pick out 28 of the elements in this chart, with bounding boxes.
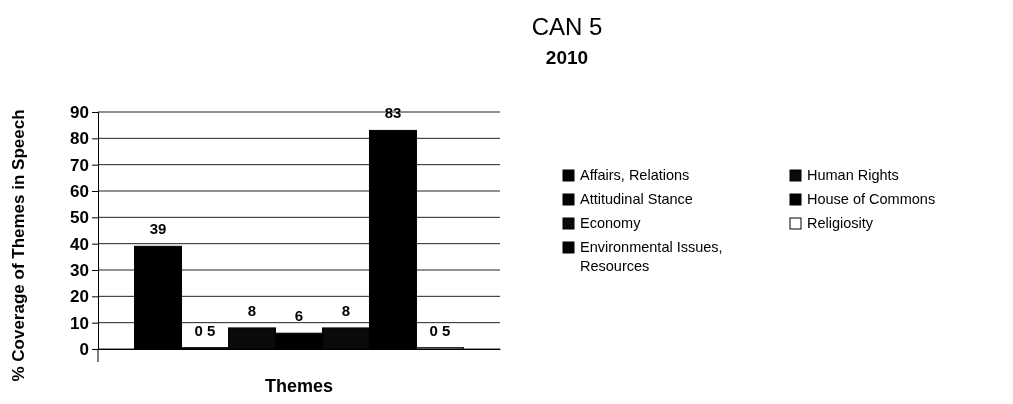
y-tick-label: 50 <box>70 208 89 228</box>
legend-label: Human Rights <box>807 167 899 183</box>
legend-label: Attitudinal Stance <box>580 191 693 207</box>
legend-label: Affairs, Relations <box>580 167 690 183</box>
legend-label: House of Commons <box>807 191 936 207</box>
legend-label: Environmental Issues, Resources <box>580 239 723 274</box>
legend-label: Economy <box>580 215 642 231</box>
data-label: 0 5 <box>429 321 451 339</box>
y-axis-title: % Coverage of Themes in Speech <box>9 109 28 382</box>
y-tick-label: 40 <box>70 234 89 254</box>
data-label: 8 <box>247 301 257 319</box>
data-label: 83 <box>384 104 402 122</box>
y-tick-label: 0 <box>79 339 89 359</box>
y-tick-label: 60 <box>70 181 89 201</box>
data-label: 6 <box>294 307 304 325</box>
y-tick-label: 20 <box>70 287 89 307</box>
y-tick-label: 90 <box>70 102 89 122</box>
data-label: 0 5 <box>194 321 216 339</box>
data-label: 39 <box>149 220 167 238</box>
y-tick-label: 70 <box>70 155 89 175</box>
x-axis-title: Themes <box>264 376 334 396</box>
legend-label: Religiosity <box>807 215 874 231</box>
data-label: 8 <box>341 301 351 319</box>
text: CAN 5 <box>531 13 603 40</box>
y-tick-label: 30 <box>70 260 89 280</box>
y-tick-label: 80 <box>70 129 89 149</box>
text: 2010 <box>545 47 589 68</box>
y-tick-label: 10 <box>70 313 89 333</box>
